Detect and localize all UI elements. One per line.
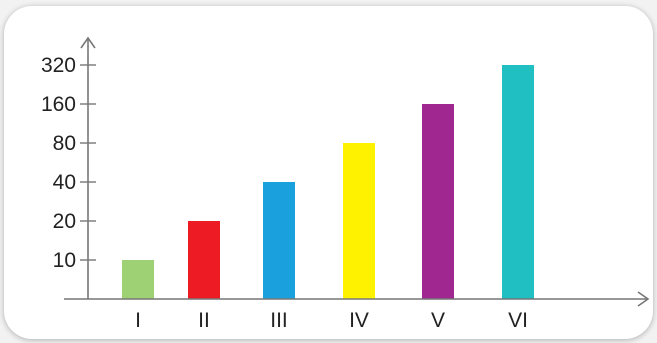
y-tick-label: 80 xyxy=(53,132,76,155)
bar-III xyxy=(263,182,295,299)
y-axis-arrow-icon xyxy=(80,36,96,49)
bar-V xyxy=(422,104,454,299)
x-category-label: III xyxy=(270,309,288,332)
bars-group xyxy=(122,65,534,299)
bar-VI xyxy=(502,65,534,299)
y-ticks: 10 20 40 80 160 320 xyxy=(41,54,96,272)
y-axis xyxy=(80,36,96,299)
y-tick-label: 320 xyxy=(41,54,76,77)
x-axis-arrow-icon xyxy=(637,291,650,307)
chart-card xyxy=(4,6,653,339)
x-labels: I II III IV V VI xyxy=(135,309,528,332)
x-axis xyxy=(64,291,650,307)
bar-IV xyxy=(343,143,375,299)
y-tick-label: 20 xyxy=(53,210,76,233)
x-category-label: I xyxy=(135,309,141,332)
bar-I xyxy=(122,260,154,299)
bar-II xyxy=(188,221,220,299)
y-tick-label: 40 xyxy=(53,171,76,194)
y-tick-label: 10 xyxy=(53,249,76,272)
y-tick-label: 160 xyxy=(41,93,76,116)
x-category-label: IV xyxy=(349,309,369,332)
x-category-label: II xyxy=(198,309,210,332)
x-category-label: VI xyxy=(508,309,528,332)
x-category-label: V xyxy=(431,309,445,332)
